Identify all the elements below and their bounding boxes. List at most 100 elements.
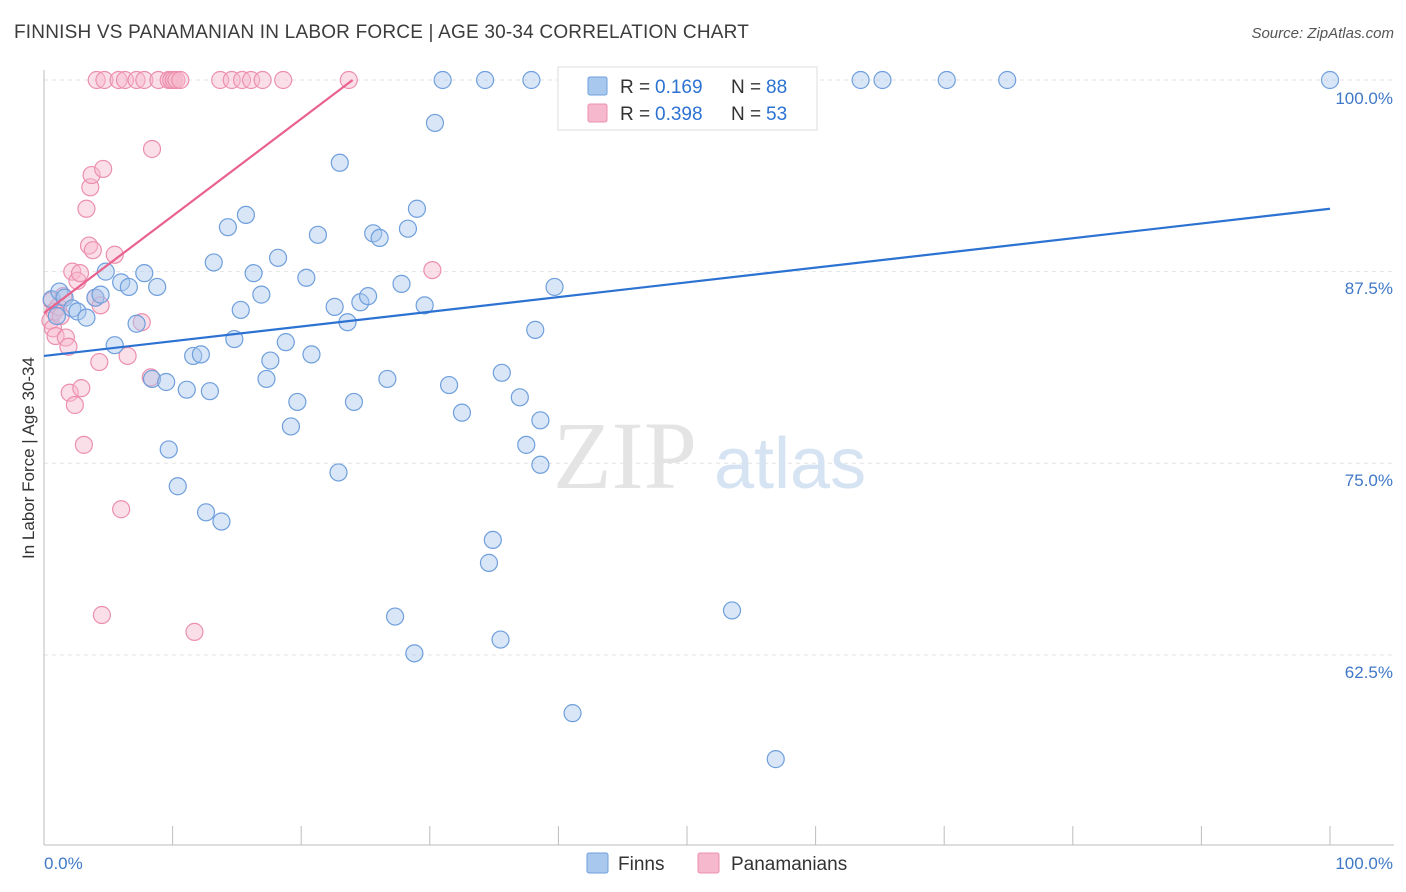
legend-n-label-panamanians: N = [731,104,761,125]
finns-point [563,704,582,723]
trendlines [43,79,1331,358]
finns-point [439,375,459,395]
legend-n-value-panamanians: 53 [766,104,787,125]
y-tick-label-100: 100.0% [1335,89,1393,108]
panamanians-point [222,70,241,90]
finns-point [398,219,418,238]
legend-n-value-finns: 88 [766,77,787,98]
finns-trend-line [43,207,1331,358]
finns-point [191,345,210,364]
legend-r-value-panamanians: 0.398 [655,104,703,125]
finns-point [479,553,499,572]
panamanians-point [142,139,162,159]
finns-point [330,153,349,172]
panamanians-point [185,622,204,641]
series-panamanians-points [41,70,442,641]
panamanians-point [135,70,154,90]
x-axis-ticks [172,826,1331,845]
finns-point [1320,70,1340,90]
y-tick-label-62-5: 62.5% [1345,663,1393,682]
finns-point [358,287,378,306]
chart-title: FINNISH VS PANAMANIAN IN LABOR FORCE | A… [14,22,749,43]
watermark-atlas: atlas [714,424,866,504]
watermark: ZIP atlas [553,402,866,509]
y-tick-label-87-5: 87.5% [1345,279,1393,298]
finns-point [344,392,364,412]
finns-point [47,306,66,326]
panamanians-point [92,605,111,625]
finns-point [452,403,472,422]
panamanians-point [90,352,109,372]
finns-point [405,644,424,663]
finns-point [329,463,348,482]
finns-point [68,302,87,321]
finns-point [517,435,536,454]
panamanians-point [339,70,358,90]
panamanians-point [171,70,190,90]
bottom-legend-label-panamanians: Panamanians [731,854,847,875]
stats-legend: R = 0.169 N = 88 R = 0.398 N = 53 [557,66,818,131]
legend-r-label-panamanians: R = [620,104,650,125]
finns-point [722,601,742,620]
finns-point [526,320,545,339]
legend-swatch-panamanians [587,103,608,123]
finns-point [385,607,405,626]
finns-point [212,512,231,531]
finns-point [177,380,196,399]
panamanians-point [105,245,124,264]
watermark-zip: ZIP [553,402,697,509]
x-tick-label-100: 100.0% [1335,854,1393,873]
chart-source: Source: ZipAtlas.com [1251,25,1394,42]
finns-point [252,285,271,304]
panamanians-point [167,70,186,90]
finns-point [531,455,550,474]
finns-point [63,299,82,318]
legend-r-label-finns: R = [620,77,650,98]
finns-point [425,113,445,133]
finns-point [231,300,250,320]
finns-point [433,70,452,90]
panamanians-point [65,395,84,415]
finns-point [135,264,154,283]
finns-point [851,70,870,90]
legend-n-label-finns: N = [731,77,761,98]
bottom-legend-swatch-panamanians [697,852,720,874]
panamanians-point [149,70,168,90]
finns-point [168,477,187,496]
finns-point [531,411,550,430]
x-tick-label-0: 0.0% [44,854,83,873]
finns-point [475,70,495,90]
panamanians-point [112,500,131,519]
finns-point [281,417,301,436]
finns-point [937,70,956,90]
finns-point [491,630,510,649]
gridlines [44,79,1394,656]
finns-point [148,277,167,297]
finns-point [510,388,529,407]
y-tick-label-75: 75.0% [1345,471,1393,490]
finns-point [545,277,564,297]
bottom-legend-label-finns: Finns [618,854,664,875]
finns-point [105,336,124,355]
panamanians-point [253,70,272,90]
finns-point [200,382,219,401]
finns-point [492,363,511,382]
finns-point [297,268,316,287]
panamanians-point [83,241,102,260]
finns-point [522,70,541,90]
finns-point [119,277,138,297]
bottom-legend-swatch-finns [586,852,609,874]
legend-r-value-finns: 0.169 [655,77,703,98]
panamanians-point [87,70,106,90]
finns-point [268,248,288,267]
finns-point [873,70,892,90]
series-finns-points [42,70,1340,769]
panamanians-point [77,199,96,218]
finns-point [257,369,276,389]
finns-point [392,274,411,293]
finns-point [86,288,105,307]
y-axis-label: In Labor Force | Age 30-34 [19,357,38,559]
panamanians-point [95,70,114,90]
finns-point [325,297,344,316]
